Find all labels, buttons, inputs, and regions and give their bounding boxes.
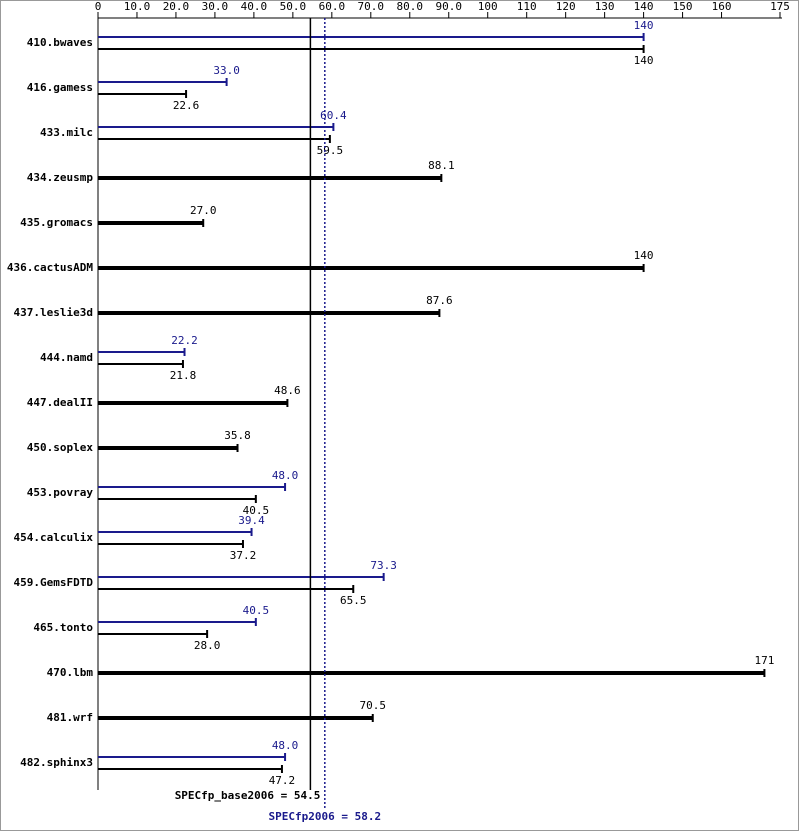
value-label: 40.5 bbox=[243, 504, 270, 517]
category-label: 437.leslie3d bbox=[14, 306, 93, 319]
category-label: 444.namd bbox=[40, 351, 93, 364]
value-label: 35.8 bbox=[224, 429, 251, 442]
x-tick-label: 20.0 bbox=[163, 0, 190, 13]
x-tick-label: 160 bbox=[712, 0, 732, 13]
x-tick-label: 80.0 bbox=[397, 0, 424, 13]
category-label: 416.gamess bbox=[27, 81, 93, 94]
category-label: 481.wrf bbox=[47, 711, 93, 724]
value-label: 27.0 bbox=[190, 204, 217, 217]
value-label: 47.2 bbox=[269, 774, 296, 787]
x-tick-label: 30.0 bbox=[202, 0, 229, 13]
x-tick-label: 175 bbox=[770, 0, 790, 13]
x-tick-label: 0 bbox=[95, 0, 102, 13]
category-label: 447.dealII bbox=[27, 396, 93, 409]
category-label: 436.cactusADM bbox=[7, 261, 93, 274]
value-label: 87.6 bbox=[426, 294, 453, 307]
value-label: 33.0 bbox=[213, 64, 240, 77]
x-tick-label: 40.0 bbox=[241, 0, 268, 13]
x-tick-label: 60.0 bbox=[319, 0, 346, 13]
category-label: 450.soplex bbox=[27, 441, 94, 454]
category-label: 454.calculix bbox=[14, 531, 94, 544]
value-label: 40.5 bbox=[243, 604, 270, 617]
value-label: 171 bbox=[754, 654, 774, 667]
value-label: 37.2 bbox=[230, 549, 257, 562]
value-label: 21.8 bbox=[170, 369, 197, 382]
value-label: 65.5 bbox=[340, 594, 367, 607]
value-label: 140 bbox=[634, 249, 654, 262]
value-label: 140 bbox=[634, 19, 654, 32]
x-tick-label: 90.0 bbox=[435, 0, 462, 13]
value-label: 28.0 bbox=[194, 639, 221, 652]
category-label: 435.gromacs bbox=[20, 216, 93, 229]
x-tick-label: 140 bbox=[634, 0, 654, 13]
x-tick-label: 10.0 bbox=[124, 0, 151, 13]
x-tick-label: 120 bbox=[556, 0, 576, 13]
x-tick-label: 70.0 bbox=[358, 0, 385, 13]
category-label: 482.sphinx3 bbox=[20, 756, 93, 769]
value-label: 48.0 bbox=[272, 739, 299, 752]
value-label: 48.0 bbox=[272, 469, 299, 482]
category-label: 459.GemsFDTD bbox=[14, 576, 94, 589]
value-label: 48.6 bbox=[274, 384, 301, 397]
value-label: 140 bbox=[634, 54, 654, 67]
value-label: 60.4 bbox=[320, 109, 347, 122]
category-label: 453.povray bbox=[27, 486, 94, 499]
x-tick-label: 110 bbox=[517, 0, 537, 13]
reference-label: SPECfp2006 = 58.2 bbox=[269, 810, 382, 823]
x-tick-label: 130 bbox=[595, 0, 615, 13]
value-label: 22.2 bbox=[171, 334, 198, 347]
reference-label: SPECfp_base2006 = 54.5 bbox=[175, 789, 321, 802]
value-label: 22.6 bbox=[173, 99, 200, 112]
category-label: 410.bwaves bbox=[27, 36, 93, 49]
value-label: 59.5 bbox=[317, 144, 344, 157]
category-label: 470.lbm bbox=[47, 666, 94, 679]
category-label: 465.tonto bbox=[33, 621, 93, 634]
x-tick-label: 150 bbox=[673, 0, 693, 13]
value-label: 70.5 bbox=[359, 699, 386, 712]
value-label: 73.3 bbox=[370, 559, 397, 572]
value-label: 39.4 bbox=[238, 514, 265, 527]
x-tick-label: 100 bbox=[478, 0, 498, 13]
category-label: 434.zeusmp bbox=[27, 171, 94, 184]
category-label: 433.milc bbox=[40, 126, 93, 139]
value-label: 88.1 bbox=[428, 159, 455, 172]
x-tick-label: 50.0 bbox=[280, 0, 307, 13]
